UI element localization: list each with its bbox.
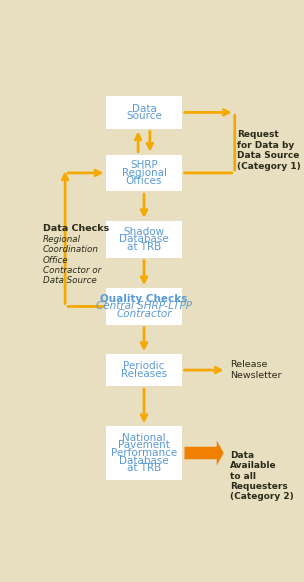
FancyBboxPatch shape bbox=[106, 426, 182, 480]
Text: National: National bbox=[122, 433, 166, 443]
Text: at TRB: at TRB bbox=[127, 242, 161, 252]
Text: Contractor: Contractor bbox=[116, 309, 172, 319]
FancyBboxPatch shape bbox=[106, 288, 182, 325]
Text: Regional: Regional bbox=[122, 168, 167, 178]
Text: Quality Checks: Quality Checks bbox=[100, 294, 188, 304]
Text: Release
Newsletter: Release Newsletter bbox=[230, 360, 282, 380]
Text: Performance: Performance bbox=[111, 448, 177, 458]
Text: Data
Available
to all
Requesters
(Category 2): Data Available to all Requesters (Catego… bbox=[230, 450, 294, 501]
FancyBboxPatch shape bbox=[106, 221, 182, 258]
Text: Central SHRP-LTPP: Central SHRP-LTPP bbox=[96, 301, 192, 311]
Text: Data: Data bbox=[132, 104, 157, 113]
Text: Database: Database bbox=[119, 456, 169, 466]
Text: SHRP: SHRP bbox=[130, 160, 158, 171]
Text: Pavement: Pavement bbox=[118, 441, 170, 450]
FancyBboxPatch shape bbox=[106, 96, 182, 129]
Text: Periodic: Periodic bbox=[123, 361, 165, 371]
FancyBboxPatch shape bbox=[106, 155, 182, 191]
FancyBboxPatch shape bbox=[106, 354, 182, 386]
Text: Shadow: Shadow bbox=[123, 226, 164, 237]
Text: at TRB: at TRB bbox=[127, 463, 161, 473]
Text: Regional
Coordination
Office
Contractor or
Data Source: Regional Coordination Office Contractor … bbox=[43, 235, 101, 285]
Text: Source: Source bbox=[126, 111, 162, 121]
Text: Database: Database bbox=[119, 234, 169, 244]
Text: Releases: Releases bbox=[121, 369, 167, 379]
Text: Data Checks: Data Checks bbox=[43, 225, 109, 233]
Text: Request
for Data by
Data Source
(Category 1): Request for Data by Data Source (Categor… bbox=[237, 130, 301, 171]
Text: Offices: Offices bbox=[126, 176, 162, 186]
